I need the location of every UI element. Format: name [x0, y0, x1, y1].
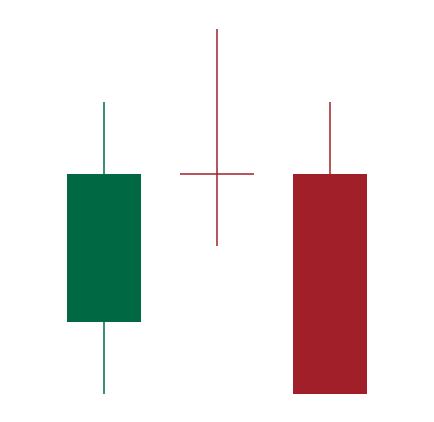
candle-body	[67, 174, 141, 322]
candle-body	[293, 174, 367, 394]
candle-3	[293, 102, 367, 394]
candles-layer	[67, 29, 367, 394]
candle-1	[67, 102, 141, 394]
candle-2	[180, 29, 254, 246]
